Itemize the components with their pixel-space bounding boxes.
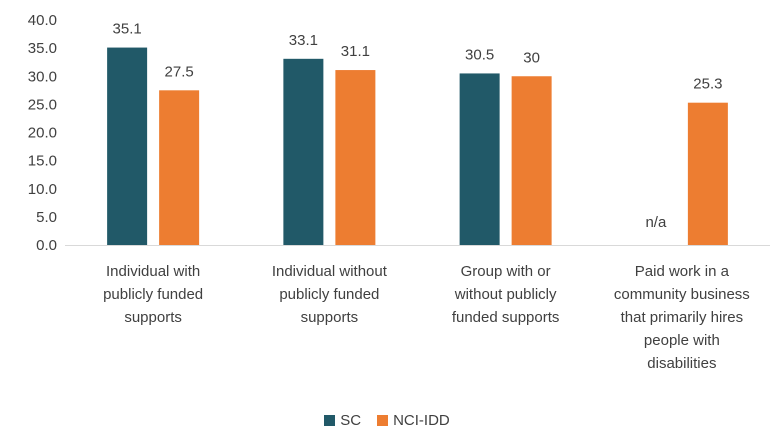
y-tick-label: 35.0 — [28, 40, 57, 57]
x-category-label-line: Paid work in a — [635, 263, 730, 280]
data-label-nci-idd: 25.3 — [693, 76, 722, 93]
bar-nci-idd — [687, 102, 728, 245]
y-tick-label: 5.0 — [36, 209, 57, 226]
legend-item-sc: SC — [324, 412, 361, 429]
y-tick-label: 25.0 — [28, 96, 57, 113]
y-tick-label: 15.0 — [28, 153, 57, 170]
x-category-label-line: Group with or — [461, 263, 551, 280]
legend-swatch-sc — [324, 415, 336, 426]
data-label-sc: n/a — [645, 214, 667, 231]
chart-legend: SC NCI-IDD — [0, 412, 774, 429]
x-category-label-line: that primarily hires — [621, 309, 744, 326]
legend-label-nci-idd: NCI-IDD — [393, 412, 450, 429]
y-tick-label: 0.0 — [36, 237, 57, 254]
data-label-nci-idd: 27.5 — [165, 63, 194, 80]
y-tick-label: 10.0 — [28, 181, 57, 198]
data-label-sc: 33.1 — [289, 32, 318, 49]
x-category-label-line: Individual with — [106, 263, 200, 280]
y-tick-label: 20.0 — [28, 125, 57, 142]
x-category-label-line: Individual without — [272, 263, 388, 280]
x-category-label-line: publicly funded — [279, 286, 379, 303]
x-category-label: Paid work in a community business that pri… — [614, 263, 750, 372]
x-category-label-line: without publicly — [454, 286, 557, 303]
x-category-label: Group with or without publicly funded supp… — [452, 263, 560, 326]
x-category-label-line: publicly funded — [103, 286, 203, 303]
x-category-label: Individual without publicly funded support… — [272, 263, 388, 326]
x-category-label-line: supports — [124, 309, 182, 326]
bar-sc — [459, 73, 500, 245]
x-category-label: Individual with publicly funded supports — [103, 263, 203, 326]
y-tick-label: 40.0 — [28, 12, 57, 29]
x-category-label-line: disabilities — [647, 355, 716, 372]
bar-sc — [107, 47, 148, 245]
legend-swatch-nci-idd — [377, 415, 389, 426]
legend-label-sc: SC — [340, 412, 362, 429]
y-tick-label: 30.0 — [28, 68, 57, 85]
data-label-nci-idd: 30 — [523, 49, 540, 66]
bar-nci-idd — [511, 76, 552, 245]
x-category-label-line: supports — [301, 309, 359, 326]
legend-item-nci-idd: NCI-IDD — [377, 412, 450, 429]
x-category-label-line: people with — [644, 332, 720, 349]
x-category-label-line: funded supports — [452, 309, 560, 326]
x-category-label-line: community business — [614, 286, 750, 303]
data-label-sc: 35.1 — [113, 21, 142, 38]
bar-sc — [283, 58, 324, 245]
bar-nci-idd — [335, 70, 376, 245]
data-label-nci-idd: 31.1 — [341, 43, 370, 60]
bar-nci-idd — [159, 90, 200, 245]
data-label-sc: 30.5 — [465, 46, 494, 63]
